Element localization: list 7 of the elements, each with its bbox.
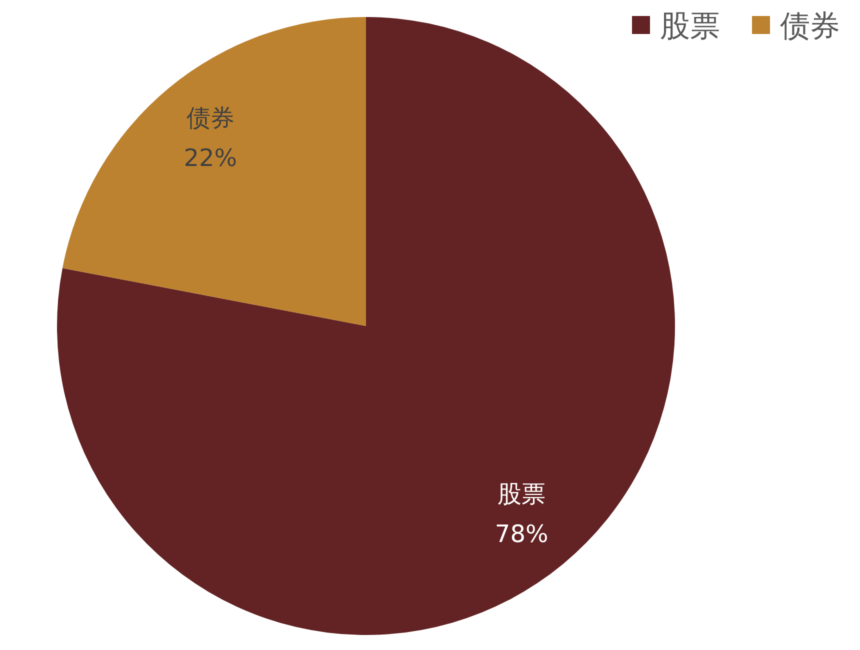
slice-label: 股票 bbox=[498, 480, 546, 508]
data-label: 78% bbox=[494, 520, 548, 548]
legend-label: 股票 bbox=[660, 8, 720, 44]
slice-label: 债券 bbox=[186, 104, 234, 132]
pie-slice bbox=[62, 17, 366, 326]
data-label: 22% bbox=[184, 144, 238, 172]
legend-label: 债券 bbox=[780, 8, 840, 44]
